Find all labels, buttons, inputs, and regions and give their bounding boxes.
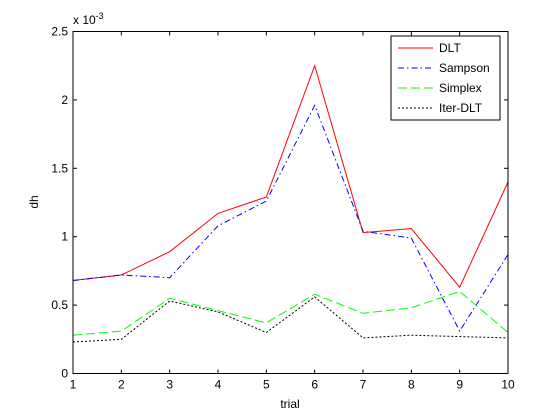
x-tick-label: 3 (166, 378, 173, 392)
y-axis-label: dh (27, 195, 41, 208)
x-tick-label: 6 (311, 378, 318, 392)
axis-multiplier: x 10-3 (73, 11, 104, 27)
series-line-iter-dlt (72, 296, 509, 343)
x-tick-label: 7 (360, 378, 367, 392)
legend-label: DLT (439, 41, 461, 55)
x-axis-label: trial (280, 397, 299, 411)
y-tick-label: 1 (61, 230, 68, 244)
y-tick-label: 2 (61, 93, 68, 107)
x-tick-label: 1 (70, 378, 77, 392)
x-tick-label: 10 (501, 378, 515, 392)
axis-multiplier-base: x 10 (73, 13, 96, 27)
legend-label: Simplex (439, 81, 482, 95)
x-tick-label: 8 (408, 378, 415, 392)
series-line-dlt (72, 64, 509, 289)
x-tick-label: 5 (263, 378, 270, 392)
series-layer (72, 64, 509, 343)
y-tick-label: 0.5 (51, 298, 68, 312)
legend-box (390, 35, 501, 121)
axes-box (72, 31, 509, 374)
y-tick-label: 1.5 (51, 161, 68, 175)
legend-label: Iter-DLT (439, 101, 483, 115)
x-tick-label: 4 (215, 378, 222, 392)
series-line-simplex (72, 290, 509, 336)
tick-layer: 1 2 3 4 5 6 7 8 9 10 0 0.5 1 1.5 2 2.5 (51, 25, 515, 392)
x-tick-label: 9 (456, 378, 463, 392)
legend-label: Sampson (439, 61, 490, 75)
y-tick-label: 0 (61, 367, 68, 381)
y-tick-label: 2.5 (51, 25, 68, 39)
legend: DLT Sampson Simplex Iter-DLT (390, 35, 501, 121)
series-line-sampson (72, 104, 509, 333)
x-tick-label: 2 (118, 378, 125, 392)
axis-multiplier-exponent: -3 (96, 11, 104, 21)
